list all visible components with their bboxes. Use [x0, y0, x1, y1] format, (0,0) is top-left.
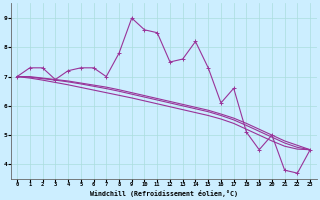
X-axis label: Windchill (Refroidissement éolien,°C): Windchill (Refroidissement éolien,°C) [90, 190, 238, 197]
